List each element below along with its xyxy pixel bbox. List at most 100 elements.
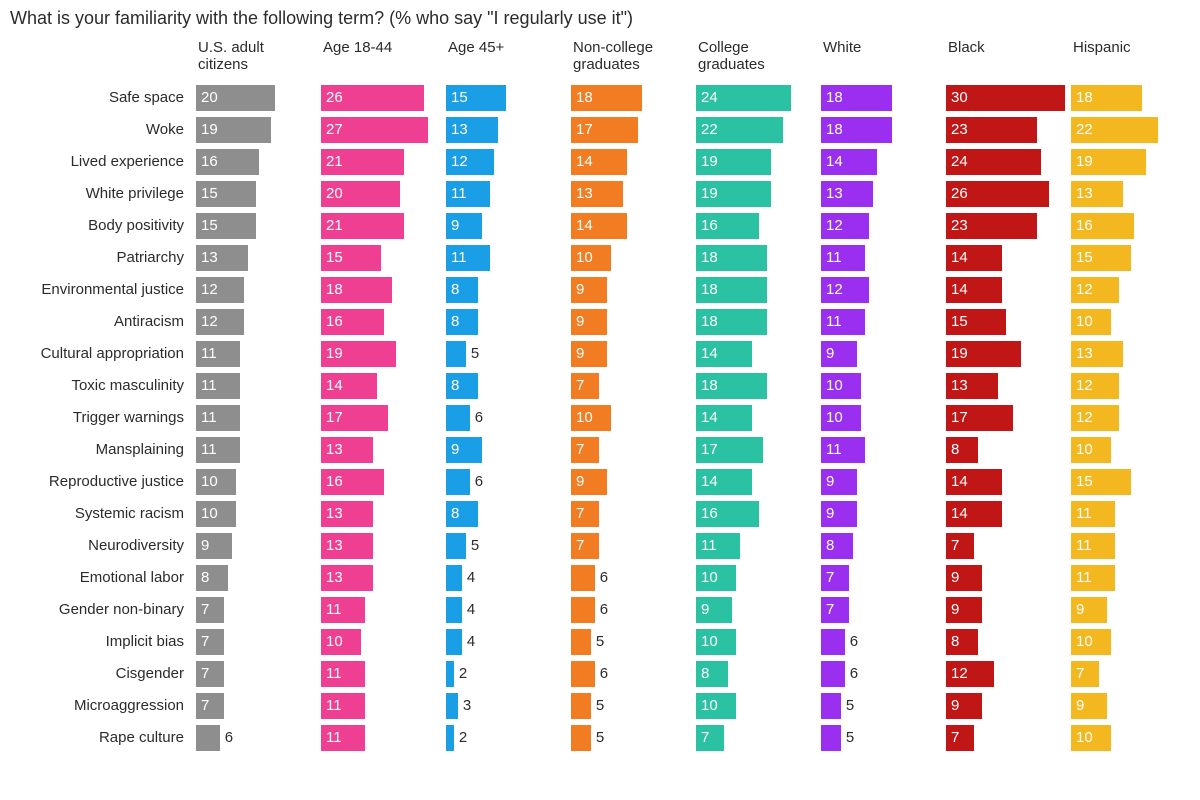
bar: 8: [946, 437, 978, 463]
bar: 7: [196, 693, 224, 719]
bar: 13: [1071, 341, 1123, 367]
bar: 10: [821, 373, 861, 399]
bar: [571, 565, 595, 591]
bar-cell: 10: [196, 466, 315, 498]
bar-cell: 7: [196, 690, 315, 722]
bar-value: 8: [446, 281, 464, 298]
bar: 11: [321, 693, 365, 719]
bar: 18: [696, 373, 767, 399]
bar-value: 9: [1071, 697, 1089, 714]
bar-value: 9: [946, 697, 964, 714]
bar-cell: 2: [446, 722, 565, 754]
row-label: Lived experience: [10, 146, 190, 178]
bar: 7: [1071, 661, 1099, 687]
bar: 13: [196, 245, 248, 271]
bar-cell: 18: [821, 82, 940, 114]
bar: 10: [696, 693, 736, 719]
bar-value: 11: [196, 345, 222, 362]
bar-value: 9: [571, 473, 589, 490]
bar-cell: 12: [1071, 370, 1190, 402]
bar: 12: [821, 277, 869, 303]
bar-cell: 14: [946, 498, 1065, 530]
bar-cell: 19: [321, 338, 440, 370]
bar-cell: 8: [821, 530, 940, 562]
bar-value: 19: [1071, 153, 1098, 170]
bar-value: 14: [321, 377, 348, 394]
bar-value: 11: [321, 729, 347, 746]
bar: 14: [696, 341, 752, 367]
bar-cell: 10: [571, 402, 690, 434]
bar: 9: [571, 309, 607, 335]
bar-cell: 12: [1071, 402, 1190, 434]
bar: 19: [1071, 149, 1146, 175]
bar: 23: [946, 117, 1037, 143]
bar: 16: [696, 501, 759, 527]
bar-value: 21: [321, 153, 348, 170]
chart-title: What is your familiarity with the follow…: [10, 8, 1190, 29]
bar-value: 13: [946, 377, 973, 394]
bar-cell: 9: [821, 466, 940, 498]
bar-value: 13: [321, 537, 348, 554]
bar-cell: 18: [571, 82, 690, 114]
bar-value: 11: [1071, 537, 1097, 554]
bar-cell: 8: [446, 274, 565, 306]
bar-cell: 14: [821, 146, 940, 178]
bar: 18: [1071, 85, 1142, 111]
bar-cell: 6: [821, 626, 940, 658]
bar-cell: 22: [696, 114, 815, 146]
bar-cell: 10: [696, 690, 815, 722]
bar-value: 4: [462, 569, 480, 586]
bar: [821, 693, 841, 719]
bar: [446, 725, 454, 751]
bar-value: 7: [696, 729, 714, 746]
bar-value: 10: [696, 697, 723, 714]
bar-cell: 13: [321, 562, 440, 594]
bar-value: 13: [196, 249, 223, 266]
bar: 14: [946, 501, 1002, 527]
bar: 9: [446, 213, 482, 239]
bar-value: 10: [1071, 729, 1098, 746]
bar: 24: [946, 149, 1041, 175]
bar: 18: [696, 277, 767, 303]
bar-value: 19: [946, 345, 973, 362]
row-label: Antiracism: [10, 306, 190, 338]
bar-cell: 9: [571, 466, 690, 498]
bar-cell: 4: [446, 626, 565, 658]
bar-cell: 7: [196, 658, 315, 690]
bar-value: 8: [196, 569, 214, 586]
bar-cell: 7: [571, 530, 690, 562]
bar-value: 12: [1071, 409, 1098, 426]
bar-value: 13: [321, 505, 348, 522]
column-header: U.S. adult citizens: [196, 39, 315, 82]
bar: 18: [696, 309, 767, 335]
bar: 19: [696, 181, 771, 207]
bar: 14: [696, 405, 752, 431]
bar: 15: [1071, 469, 1131, 495]
bar-value: 9: [446, 217, 464, 234]
bar-value: 11: [196, 377, 222, 394]
bar-cell: 21: [321, 146, 440, 178]
bar-value: 7: [946, 729, 964, 746]
bar-value: 10: [571, 409, 598, 426]
bar: 11: [1071, 501, 1115, 527]
bar-cell: 10: [696, 626, 815, 658]
bar: 10: [196, 501, 236, 527]
bar-value: 14: [821, 153, 848, 170]
bar-cell: 6: [196, 722, 315, 754]
bar-cell: 9: [571, 306, 690, 338]
bar: 10: [196, 469, 236, 495]
bar-value: 16: [321, 313, 348, 330]
bar-cell: 5: [571, 722, 690, 754]
bar-cell: 9: [946, 562, 1065, 594]
bar-value: 23: [946, 217, 973, 234]
bar-cell: 14: [696, 338, 815, 370]
bar-cell: 9: [1071, 594, 1190, 626]
bar-value: 11: [696, 537, 722, 554]
bar-cell: 7: [571, 434, 690, 466]
bar-value: 15: [196, 217, 223, 234]
bar-value: 3: [458, 697, 476, 714]
bar-value: 17: [571, 121, 598, 138]
bar-cell: 8: [446, 370, 565, 402]
bar-value: 7: [196, 633, 214, 650]
bar-cell: 19: [696, 178, 815, 210]
